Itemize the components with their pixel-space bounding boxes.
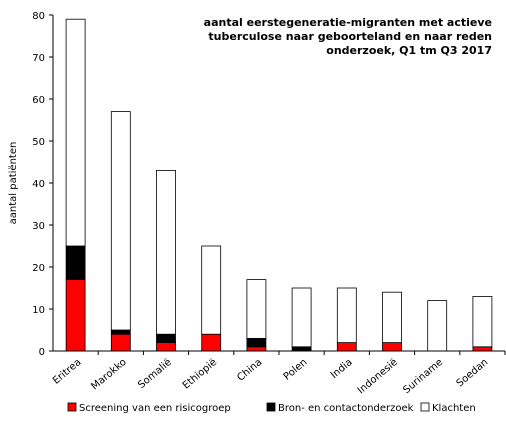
bar-segment-2-2 <box>110 329 131 335</box>
bar-segment-1-4 <box>201 333 222 352</box>
legend-label-1: Screening van een risicogroep <box>79 403 231 414</box>
bar-segment-3-9 <box>427 300 448 352</box>
x-tick-label: Suriname <box>401 357 445 396</box>
legend-label-2: Bron- en contactonderzoek <box>278 403 414 414</box>
bar-segment-3-7 <box>336 287 357 343</box>
legend-swatch-1 <box>67 402 77 412</box>
bar-segment-3-4 <box>201 245 222 335</box>
y-tick-label: 40 <box>32 179 45 190</box>
bar-segment-3-6 <box>291 287 312 348</box>
y-tick-label: 70 <box>32 53 45 64</box>
y-tick-label: 20 <box>32 263 45 274</box>
bar-segment-3-10 <box>472 295 493 348</box>
x-tick-label: Eritrea <box>51 357 84 387</box>
x-tick-label: Indonesië <box>356 357 400 397</box>
title-line-3: onderzoek, Q1 tm Q3 2017 <box>326 44 492 57</box>
y-tick-label: 0 <box>39 347 45 358</box>
title-line-1: aantal eerstegeneratie-migranten met act… <box>204 16 492 29</box>
bar-segment-1-3 <box>156 342 176 352</box>
bar-segment-2-6 <box>291 346 312 352</box>
bar-segment-1-5 <box>246 346 267 352</box>
bar-segment-3-8 <box>382 291 402 344</box>
bar-segment-2-3 <box>156 333 176 344</box>
bar-segment-3-3 <box>156 169 176 335</box>
bar-segment-3-5 <box>246 279 267 339</box>
legend-swatch-2 <box>266 402 276 412</box>
bar-segment-3-2 <box>110 111 131 331</box>
y-tick-label: 30 <box>32 221 45 232</box>
bar-segment-2-5 <box>246 337 267 348</box>
y-tick-label: 60 <box>32 95 45 106</box>
bar-segment-1-1 <box>65 279 86 352</box>
bar-segment-1-10 <box>472 346 493 352</box>
bars-group <box>65 18 493 352</box>
y-tick-label: 50 <box>32 137 45 148</box>
bar-segment-1-2 <box>110 333 131 352</box>
y-tick-label: 80 <box>32 11 45 22</box>
legend-label-3: Klachten <box>432 403 476 414</box>
x-tick-label: Polen <box>282 357 310 383</box>
bar-segment-1-7 <box>336 342 357 352</box>
x-tick-label: Soedan <box>455 357 491 389</box>
axes-group <box>49 14 506 355</box>
y-tick-label: 10 <box>32 305 45 316</box>
x-tick-label: India <box>329 357 355 381</box>
x-tick-label: Somalië <box>136 357 174 391</box>
bar-segment-3-1 <box>65 18 86 247</box>
legend-swatch-3 <box>420 402 430 412</box>
x-tick-label: Marokko <box>89 357 128 392</box>
y-axis-label: aantal patiënten <box>8 142 19 225</box>
chart-title: aantal eerstegeneratie-migranten met act… <box>204 16 492 57</box>
bar-segment-1-8 <box>382 342 402 352</box>
bar-segment-2-1 <box>65 245 86 280</box>
x-tick-label: China <box>235 357 264 384</box>
x-tick-label: Ethiopië <box>181 357 219 392</box>
legend: Screening van een risicogroep Bron- en co… <box>67 402 476 414</box>
title-line-2: tuberculose naar geboorteland en naar re… <box>208 30 492 43</box>
